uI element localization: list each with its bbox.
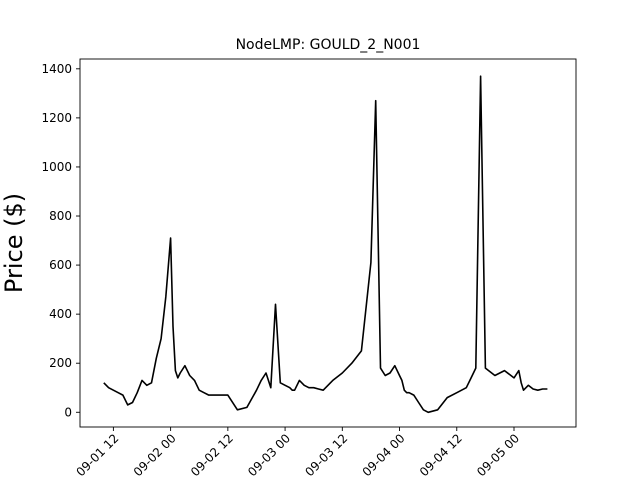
y-tick-label-600: 600 (49, 258, 72, 272)
x-tick-label-7: 09-05 00 (474, 431, 522, 479)
x-tick-label-6: 09-04 12 (417, 431, 465, 479)
y-tick-label-1000: 1000 (41, 160, 72, 174)
x-tick-label-3: 09-03 00 (245, 431, 293, 479)
x-tick-label-2: 09-02 12 (188, 431, 236, 479)
x-tick-label-5: 09-04 00 (360, 431, 408, 479)
y-tick-label-0: 0 (64, 405, 72, 419)
y-tick-label-400: 400 (49, 307, 72, 321)
y-tick-label-200: 200 (49, 356, 72, 370)
y-tick-label-800: 800 (49, 209, 72, 223)
x-tick-label-0: 09-01 12 (73, 431, 121, 479)
x-tick-label-4: 09-03 12 (302, 431, 350, 479)
y-tick-label-1200: 1200 (41, 111, 72, 125)
x-tick-label-1: 09-02 00 (131, 431, 179, 479)
plot-area: 0 200 400 600 800 1000 1200 1400 09-01 12 09-02 0… (41, 58, 577, 479)
series-line-0 (103, 75, 548, 414)
axes-frame (79, 58, 577, 428)
y-tick-label-1400: 1400 (41, 62, 72, 76)
chart-title: NodeLMP: GOULD_2_N001 (236, 37, 421, 53)
y-axis-label: Price ($) (0, 193, 28, 293)
